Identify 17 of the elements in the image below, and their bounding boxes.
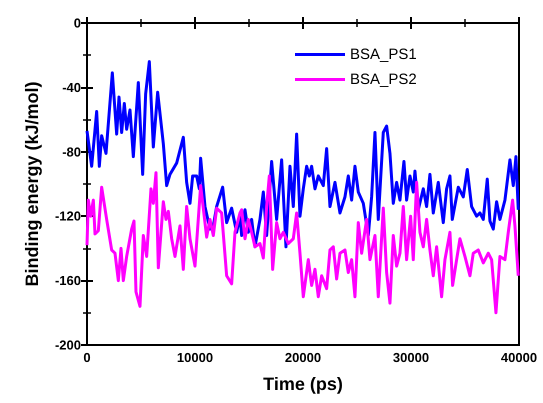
y-tick-label: -40 — [62, 80, 81, 95]
x-tick-label: 30000 — [392, 350, 430, 365]
x-tick-label: 10000 — [176, 350, 214, 365]
y-tick-label: -160 — [54, 273, 81, 288]
y-tick-label: -80 — [62, 144, 81, 160]
legend-label: BSA_PS2 — [350, 71, 417, 88]
line-series — [86, 171, 520, 314]
x-axis-title: Time (ps) — [263, 374, 343, 394]
x-tick-label: 40000 — [500, 350, 538, 365]
legend-label: BSA_PS1 — [350, 46, 417, 63]
y-axis-title: Binding energy (kJ/mol) — [22, 81, 42, 287]
y-tick-label: -200 — [54, 338, 81, 352]
y-tick-label: 0 — [74, 16, 81, 30]
line-series — [86, 60, 520, 248]
x-tick-label: 0 — [83, 350, 91, 365]
x-tick-label: 20000 — [284, 350, 322, 365]
y-tick-label: -120 — [54, 208, 81, 224]
